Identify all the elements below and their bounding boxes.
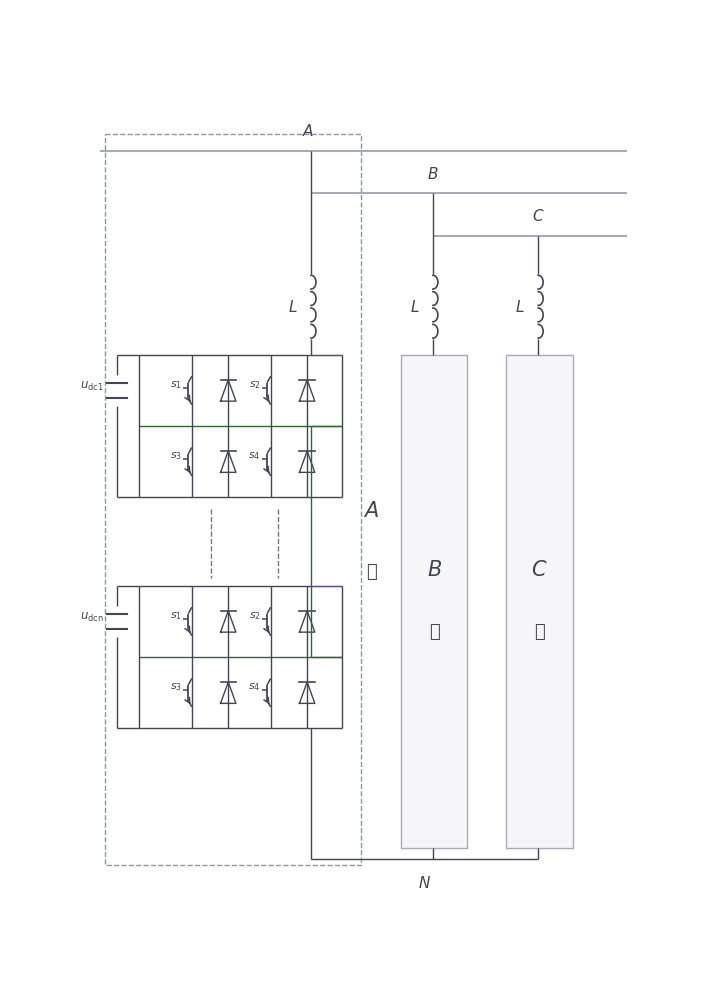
Text: $s_{4}$: $s_{4}$ [248, 681, 260, 693]
Text: $N$: $N$ [418, 875, 431, 891]
FancyBboxPatch shape [506, 355, 573, 848]
Text: $L$: $L$ [410, 299, 419, 315]
Text: $s_{2}$: $s_{2}$ [249, 610, 260, 622]
Bar [105, 134, 361, 865]
Text: $C$: $C$ [531, 560, 548, 580]
Text: $u_{\mathrm{dc1}}$: $u_{\mathrm{dc1}}$ [79, 380, 103, 393]
Text: $L$: $L$ [287, 299, 297, 315]
Text: $B$: $B$ [427, 560, 442, 580]
Text: 相: 相 [366, 563, 377, 581]
Text: $L$: $L$ [515, 299, 524, 315]
Text: $A$: $A$ [363, 501, 379, 521]
Text: $s_{4}$: $s_{4}$ [248, 450, 260, 462]
Text: $s_{1}$: $s_{1}$ [169, 379, 182, 391]
Text: 相: 相 [534, 623, 545, 641]
Text: $s_{1}$: $s_{1}$ [169, 610, 182, 622]
Text: $s_{2}$: $s_{2}$ [249, 379, 260, 391]
FancyBboxPatch shape [401, 355, 468, 848]
Text: 相: 相 [429, 623, 440, 641]
Text: $u_{\mathrm{dcn}}$: $u_{\mathrm{dcn}}$ [79, 611, 103, 624]
Text: $s_{3}$: $s_{3}$ [169, 681, 182, 693]
Text: $B$: $B$ [427, 166, 439, 182]
Text: $s_{3}$: $s_{3}$ [169, 450, 182, 462]
Text: $A$: $A$ [302, 123, 315, 139]
Text: $C$: $C$ [532, 208, 545, 224]
